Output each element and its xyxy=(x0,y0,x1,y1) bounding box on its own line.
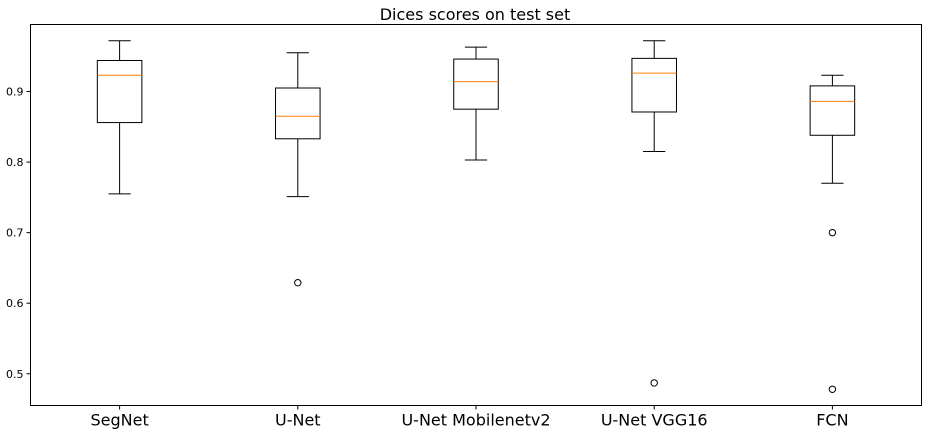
outlier-point xyxy=(294,279,302,287)
y-axis: 0.5 0.6 0.7 0.8 0.9 xyxy=(6,86,31,381)
box-iqr xyxy=(275,87,321,140)
outlier-point xyxy=(828,228,837,237)
box-iqr xyxy=(96,59,143,124)
chart-title: Dices scores on test set xyxy=(380,5,571,24)
box-fcn xyxy=(809,74,856,393)
y-tick-label: 0.7 xyxy=(6,227,24,240)
box-segnet xyxy=(96,40,143,195)
box-series-group xyxy=(96,40,856,393)
x-tick-label: U-Net Mobilenetv2 xyxy=(401,411,550,430)
x-tick-label: U-Net xyxy=(275,411,321,430)
outlier-point xyxy=(650,379,658,387)
box-u-net-mobilenetv2 xyxy=(453,46,499,161)
y-tick-label: 0.9 xyxy=(6,86,24,99)
y-tick-label: 0.6 xyxy=(6,297,24,310)
x-tick-label: FCN xyxy=(816,411,848,430)
x-axis: SegNet U-Net U-Net Mobilenetv2 U-Net VGG16 F… xyxy=(90,405,849,430)
box-u-net-vgg16 xyxy=(631,40,677,387)
box-iqr xyxy=(453,58,499,110)
outlier-point xyxy=(828,385,837,393)
x-tick-label: SegNet xyxy=(90,411,148,430)
x-tick-label: U-Net VGG16 xyxy=(601,411,708,430)
y-tick-label: 0.5 xyxy=(6,368,24,381)
box-iqr xyxy=(809,85,856,136)
box-u-net xyxy=(275,52,321,287)
box-iqr xyxy=(631,57,677,113)
y-tick-label: 0.8 xyxy=(6,156,24,169)
